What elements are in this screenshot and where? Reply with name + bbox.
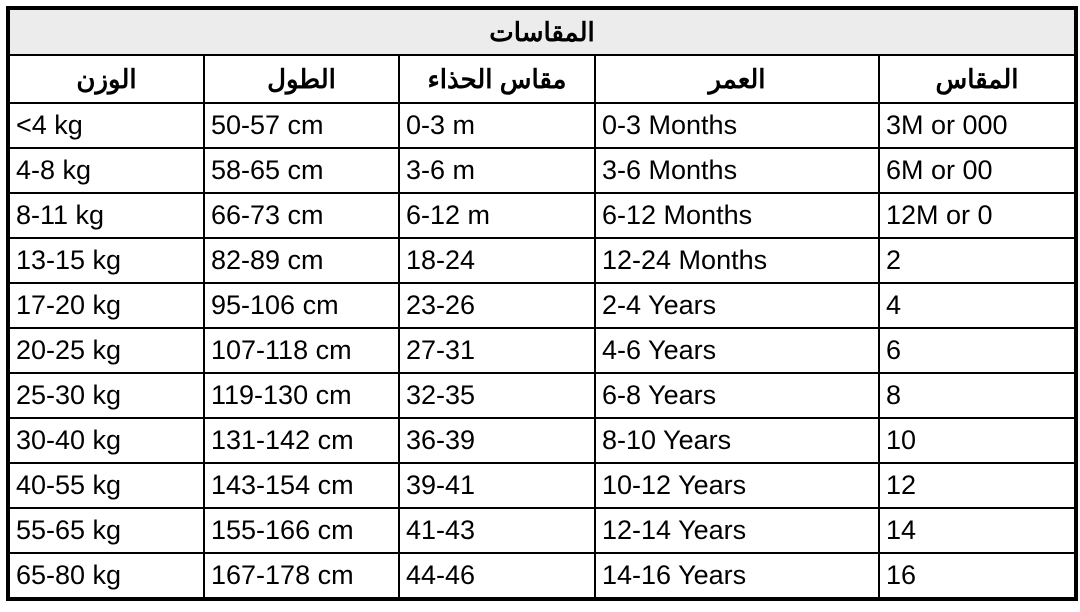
cell-size: 6M or 00 [877, 147, 1078, 194]
cell-size: 2 [877, 237, 1078, 284]
table-row: 4-8 kg 58-65 cm 3-6 m 3-6 Months 6M or 00 [7, 147, 1078, 194]
cell-age: 12-14 Years [594, 507, 880, 554]
table-row: 13-15 kg 82-89 cm 18-24 12-24 Months 2 [7, 237, 1078, 284]
table-row: 8-11 kg 66-73 cm 6-12 m 6-12 Months 12M or 0 [7, 192, 1078, 239]
cell-size: 16 [877, 552, 1078, 600]
header-height: الطول [203, 54, 400, 104]
cell-size: 6 [877, 327, 1078, 374]
header-shoe-size: مقاس الحذاء [398, 54, 596, 104]
cell-height: 50-57 cm [203, 102, 400, 149]
cell-height: 155-166 cm [203, 507, 400, 554]
cell-weight: 20-25 kg [7, 327, 205, 374]
cell-weight: 25-30 kg [7, 372, 205, 419]
header-row: الوزن الطول مقاس الحذاء العمر المقاس [7, 54, 1078, 104]
cell-age: 2-4 Years [594, 282, 880, 329]
table-row: 40-55 kg 143-154 cm 39-41 10-12 Years 12 [7, 462, 1078, 509]
cell-shoe-size: 41-43 [398, 507, 596, 554]
cell-weight: 30-40 kg [7, 417, 205, 464]
cell-size: 10 [877, 417, 1078, 464]
cell-age: 4-6 Years [594, 327, 880, 374]
cell-height: 107-118 cm [203, 327, 400, 374]
table-row: 17-20 kg 95-106 cm 23-26 2-4 Years 4 [7, 282, 1078, 329]
cell-age: 6-8 Years [594, 372, 880, 419]
cell-weight: 8-11 kg [7, 192, 205, 239]
cell-weight: 17-20 kg [7, 282, 205, 329]
cell-height: 167-178 cm [203, 552, 400, 600]
cell-height: 58-65 cm [203, 147, 400, 194]
cell-shoe-size: 6-12 m [398, 192, 596, 239]
cell-size: 3M or 000 [877, 102, 1078, 149]
cell-shoe-size: 18-24 [398, 237, 596, 284]
table-row: 30-40 kg 131-142 cm 36-39 8-10 Years 10 [7, 417, 1078, 464]
cell-age: 8-10 Years [594, 417, 880, 464]
cell-size: 14 [877, 507, 1078, 554]
cell-age: 12-24 Months [594, 237, 880, 284]
cell-weight: 13-15 kg [7, 237, 205, 284]
cell-size: 12 [877, 462, 1078, 509]
table-row: 55-65 kg 155-166 cm 41-43 12-14 Years 14 [7, 507, 1078, 554]
cell-height: 143-154 cm [203, 462, 400, 509]
cell-shoe-size: 27-31 [398, 327, 596, 374]
cell-age: 3-6 Months [594, 147, 880, 194]
cell-weight: 4-8 kg [7, 147, 205, 194]
cell-shoe-size: 36-39 [398, 417, 596, 464]
table-row: 25-30 kg 119-130 cm 32-35 6-8 Years 8 [7, 372, 1078, 419]
header-weight: الوزن [7, 54, 205, 104]
cell-shoe-size: 0-3 m [398, 102, 596, 149]
table-row: 65-80 kg 167-178 cm 44-46 14-16 Years 16 [7, 552, 1078, 600]
cell-age: 14-16 Years [594, 552, 880, 600]
cell-age: 0-3 Months [594, 102, 880, 149]
cell-size: 4 [877, 282, 1078, 329]
cell-height: 119-130 cm [203, 372, 400, 419]
header-size: المقاس [877, 54, 1078, 104]
cell-weight: 65-80 kg [7, 552, 205, 600]
cell-size: 12M or 0 [877, 192, 1078, 239]
cell-size: 8 [877, 372, 1078, 419]
cell-height: 131-142 cm [203, 417, 400, 464]
cell-height: 95-106 cm [203, 282, 400, 329]
cell-shoe-size: 3-6 m [398, 147, 596, 194]
cell-weight: <4 kg [7, 102, 205, 149]
cell-height: 82-89 cm [203, 237, 400, 284]
table-row: <4 kg 50-57 cm 0-3 m 0-3 Months 3M or 000 [7, 102, 1078, 149]
cell-age: 6-12 Months [594, 192, 880, 239]
table-row: 20-25 kg 107-118 cm 27-31 4-6 Years 6 [7, 327, 1078, 374]
cell-shoe-size: 32-35 [398, 372, 596, 419]
table-title: المقاسات [6, 7, 1078, 56]
cell-shoe-size: 44-46 [398, 552, 596, 600]
cell-weight: 55-65 kg [7, 507, 205, 554]
size-chart-table: المقاسات الوزن الطول مقاس الحذاء العمر ا… [6, 6, 1079, 601]
cell-weight: 40-55 kg [7, 462, 205, 509]
cell-shoe-size: 23-26 [398, 282, 596, 329]
cell-age: 10-12 Years [594, 462, 880, 509]
header-age: العمر [594, 54, 880, 104]
cell-height: 66-73 cm [203, 192, 400, 239]
cell-shoe-size: 39-41 [398, 462, 596, 509]
